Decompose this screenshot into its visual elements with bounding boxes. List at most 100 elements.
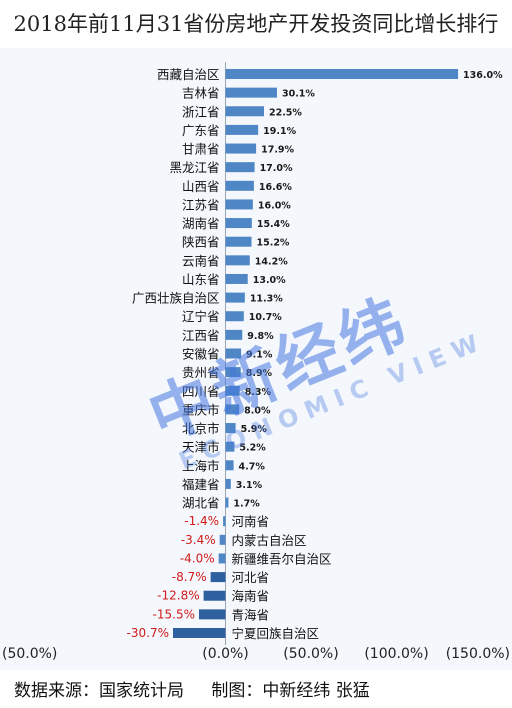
bar	[225, 143, 257, 154]
bar	[225, 106, 264, 117]
category-label: 江苏省	[182, 197, 220, 212]
bar	[225, 236, 252, 247]
bar	[225, 404, 240, 415]
category-label: 青海省	[232, 607, 270, 622]
category-label: 天津市	[182, 440, 220, 455]
bar	[225, 478, 231, 489]
category-label: 福建省	[182, 477, 220, 492]
category-label: 贵州省	[182, 365, 220, 380]
bar-value-label: 5.2%	[239, 443, 266, 454]
x-tick-label: (100.0%)	[364, 646, 428, 662]
category-label: 黑龙江省	[169, 160, 219, 175]
category-label: 河北省	[232, 570, 270, 585]
bar-value-label: 15.4%	[257, 219, 290, 230]
category-label: 宁夏回族自治区	[232, 626, 320, 641]
bar-value-label: -15.5%	[153, 607, 195, 621]
category-label: 广西壮族自治区	[132, 291, 220, 306]
bar-value-label: 10.7%	[249, 312, 282, 323]
category-label: 湖南省	[182, 216, 220, 231]
bar-value-label: 136.0%	[463, 70, 503, 81]
x-tick-label: (50.0%)	[283, 646, 338, 662]
credit-text: 制图：中新经纬 张猛	[211, 681, 370, 701]
bar-value-label: 19.1%	[263, 126, 296, 137]
bar-value-label: 30.1%	[282, 89, 315, 100]
bar-value-label: 11.3%	[250, 294, 283, 305]
bar-value-label: -30.7%	[127, 626, 169, 640]
category-label: 河南省	[232, 514, 270, 529]
category-label: 江西省	[182, 328, 220, 343]
category-label: 辽宁省	[182, 309, 220, 324]
bar	[225, 348, 242, 359]
bar	[225, 162, 255, 173]
footer-credits: 数据来源：国家统计局 制图：中新经纬 张猛	[14, 676, 392, 701]
bar-value-label: -3.4%	[181, 533, 216, 547]
bar-value-label: -12.8%	[157, 589, 199, 603]
bar	[225, 329, 243, 340]
category-label: 甘肃省	[182, 142, 220, 157]
x-tick-label: (0.0%)	[202, 646, 249, 662]
bar	[225, 423, 236, 434]
bar	[203, 590, 226, 601]
bar	[225, 292, 245, 303]
bar	[225, 180, 254, 191]
bar-chart: 136.0% 西藏自治区 30.1% 吉林省 22.5% 浙江省 19.1% 广东省 17.9%…	[2, 62, 510, 662]
bar	[219, 534, 226, 545]
bar-value-label: -8.7%	[172, 570, 207, 584]
bar	[198, 609, 226, 620]
bar	[225, 199, 253, 210]
bar	[225, 311, 244, 322]
category-label: 新疆维吾尔自治区	[232, 551, 332, 566]
bar	[225, 69, 459, 79]
bar-value-label: 22.5%	[269, 107, 302, 118]
bar-value-label: 17.9%	[261, 145, 294, 156]
bar	[225, 460, 234, 471]
bar-value-label: 14.2%	[255, 256, 288, 267]
bar	[218, 553, 226, 564]
bar-value-label: 8.3%	[245, 387, 272, 398]
bar	[225, 385, 240, 396]
bar-value-label: 1.7%	[233, 499, 260, 510]
category-label: 重庆市	[182, 402, 220, 417]
bar	[225, 273, 248, 284]
bar-value-label: 16.0%	[258, 200, 291, 211]
category-label: 上海市	[182, 458, 220, 473]
bar-value-label: 16.6%	[259, 182, 292, 193]
bar	[173, 628, 226, 638]
bar	[225, 87, 277, 98]
bar-value-label: 15.2%	[256, 238, 289, 249]
category-label: 吉林省	[182, 86, 220, 101]
bar-value-label: 5.9%	[241, 424, 268, 435]
bar-value-label: 13.0%	[253, 275, 286, 286]
category-label: 山西省	[182, 179, 220, 194]
category-label: 内蒙古自治区	[232, 533, 307, 548]
category-label: 北京市	[182, 421, 220, 436]
category-label: 海南省	[232, 589, 270, 604]
bar-value-label: 8.9%	[246, 368, 273, 379]
bar	[225, 497, 229, 508]
bar-value-label: 17.0%	[260, 163, 293, 174]
category-label: 陕西省	[182, 235, 220, 250]
x-tick-label: (50.0%)	[2, 646, 57, 662]
bar-value-label: -4.0%	[180, 551, 215, 565]
chart-title: 2018年前11月31省份房地产开发投资同比增长排行	[13, 12, 499, 36]
chart-area: 136.0% 西藏自治区 30.1% 吉林省 22.5% 浙江省 19.1% 广东省 17.9%…	[0, 48, 512, 670]
category-label: 广东省	[182, 123, 220, 138]
bar	[223, 516, 226, 527]
bar	[225, 441, 235, 452]
bar	[225, 367, 241, 378]
bar-value-label: 9.1%	[246, 350, 273, 361]
bar-value-label: -1.4%	[184, 514, 219, 528]
bar	[225, 255, 250, 266]
category-label: 湖北省	[182, 496, 220, 511]
x-tick-label: (150.0%)	[446, 646, 510, 662]
bar-value-label: 8.0%	[244, 405, 271, 416]
bar-value-label: 9.8%	[247, 331, 274, 342]
category-label: 浙江省	[182, 104, 220, 119]
category-label: 西藏自治区	[157, 67, 220, 82]
bar	[210, 572, 226, 583]
data-source-text: 数据来源：国家统计局	[14, 681, 184, 701]
category-label: 云南省	[182, 253, 220, 268]
category-label: 山东省	[182, 272, 220, 287]
bar-value-label: 4.7%	[239, 461, 266, 472]
bar	[225, 218, 252, 229]
